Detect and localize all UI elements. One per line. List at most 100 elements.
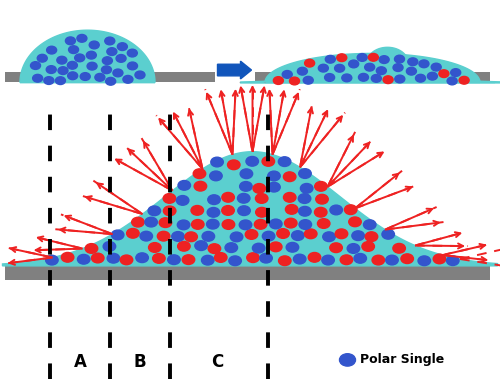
Circle shape xyxy=(382,229,394,239)
Circle shape xyxy=(459,76,469,84)
Circle shape xyxy=(284,218,297,228)
Circle shape xyxy=(58,67,68,74)
Circle shape xyxy=(299,220,312,229)
Circle shape xyxy=(318,219,330,228)
Circle shape xyxy=(57,57,67,64)
Circle shape xyxy=(290,77,300,85)
Circle shape xyxy=(354,253,366,263)
Circle shape xyxy=(372,75,382,82)
Circle shape xyxy=(32,74,42,82)
Circle shape xyxy=(428,72,438,80)
Circle shape xyxy=(195,241,207,250)
Circle shape xyxy=(393,243,406,253)
Circle shape xyxy=(326,55,336,63)
Circle shape xyxy=(401,254,413,264)
Circle shape xyxy=(298,67,308,75)
Circle shape xyxy=(330,205,342,215)
Circle shape xyxy=(262,157,274,166)
Circle shape xyxy=(95,74,105,81)
Circle shape xyxy=(348,217,361,227)
Circle shape xyxy=(107,253,120,263)
Circle shape xyxy=(406,67,416,75)
Circle shape xyxy=(46,255,58,265)
Circle shape xyxy=(376,67,386,75)
Circle shape xyxy=(335,229,347,239)
Circle shape xyxy=(103,241,116,251)
Circle shape xyxy=(304,59,314,67)
Circle shape xyxy=(308,252,320,262)
Circle shape xyxy=(260,253,272,263)
Text: Polar Single: Polar Single xyxy=(360,353,444,366)
Circle shape xyxy=(126,228,139,238)
Circle shape xyxy=(136,253,148,262)
Circle shape xyxy=(433,254,446,264)
Circle shape xyxy=(300,183,313,193)
Circle shape xyxy=(362,241,374,251)
Circle shape xyxy=(395,75,405,83)
Circle shape xyxy=(86,51,97,59)
Circle shape xyxy=(206,219,219,229)
Circle shape xyxy=(419,60,429,68)
Circle shape xyxy=(379,56,389,63)
Circle shape xyxy=(446,256,459,265)
Circle shape xyxy=(85,243,98,253)
Circle shape xyxy=(314,207,327,217)
Circle shape xyxy=(334,64,344,72)
Circle shape xyxy=(128,49,138,57)
Bar xyxy=(5,72,215,82)
Circle shape xyxy=(240,182,252,191)
Bar xyxy=(5,265,490,280)
Circle shape xyxy=(89,41,99,49)
Circle shape xyxy=(394,55,404,63)
Circle shape xyxy=(294,254,306,264)
Circle shape xyxy=(178,241,190,251)
Circle shape xyxy=(78,254,90,264)
Circle shape xyxy=(268,171,280,181)
Circle shape xyxy=(164,206,176,216)
Circle shape xyxy=(340,255,352,265)
Circle shape xyxy=(450,69,460,77)
FancyArrow shape xyxy=(218,61,252,79)
Polygon shape xyxy=(366,47,408,63)
Circle shape xyxy=(178,180,190,190)
Circle shape xyxy=(56,77,66,84)
Circle shape xyxy=(87,62,97,70)
Circle shape xyxy=(270,219,282,229)
Circle shape xyxy=(303,76,313,84)
Circle shape xyxy=(322,255,334,265)
Circle shape xyxy=(92,253,104,263)
Circle shape xyxy=(277,229,289,238)
Circle shape xyxy=(118,43,128,51)
Circle shape xyxy=(112,230,124,240)
Circle shape xyxy=(148,243,161,252)
Circle shape xyxy=(102,66,112,74)
Circle shape xyxy=(286,205,298,214)
Polygon shape xyxy=(20,30,155,82)
Circle shape xyxy=(163,194,175,203)
Circle shape xyxy=(113,69,123,77)
Circle shape xyxy=(292,231,304,240)
Circle shape xyxy=(270,242,282,252)
Circle shape xyxy=(128,62,138,70)
Circle shape xyxy=(344,205,357,214)
Circle shape xyxy=(323,232,336,241)
Circle shape xyxy=(342,74,352,82)
Circle shape xyxy=(46,46,56,54)
Polygon shape xyxy=(250,53,495,82)
Circle shape xyxy=(365,232,378,241)
Circle shape xyxy=(238,206,250,216)
Circle shape xyxy=(193,169,205,178)
Circle shape xyxy=(256,194,268,203)
Circle shape xyxy=(185,232,198,241)
Circle shape xyxy=(316,194,328,204)
Circle shape xyxy=(46,66,56,74)
Circle shape xyxy=(246,156,258,166)
Circle shape xyxy=(44,77,54,84)
Circle shape xyxy=(214,253,227,262)
Circle shape xyxy=(168,255,180,265)
Circle shape xyxy=(225,243,237,252)
Circle shape xyxy=(158,231,170,241)
Circle shape xyxy=(247,253,260,262)
Circle shape xyxy=(347,244,360,253)
Circle shape xyxy=(314,182,327,191)
